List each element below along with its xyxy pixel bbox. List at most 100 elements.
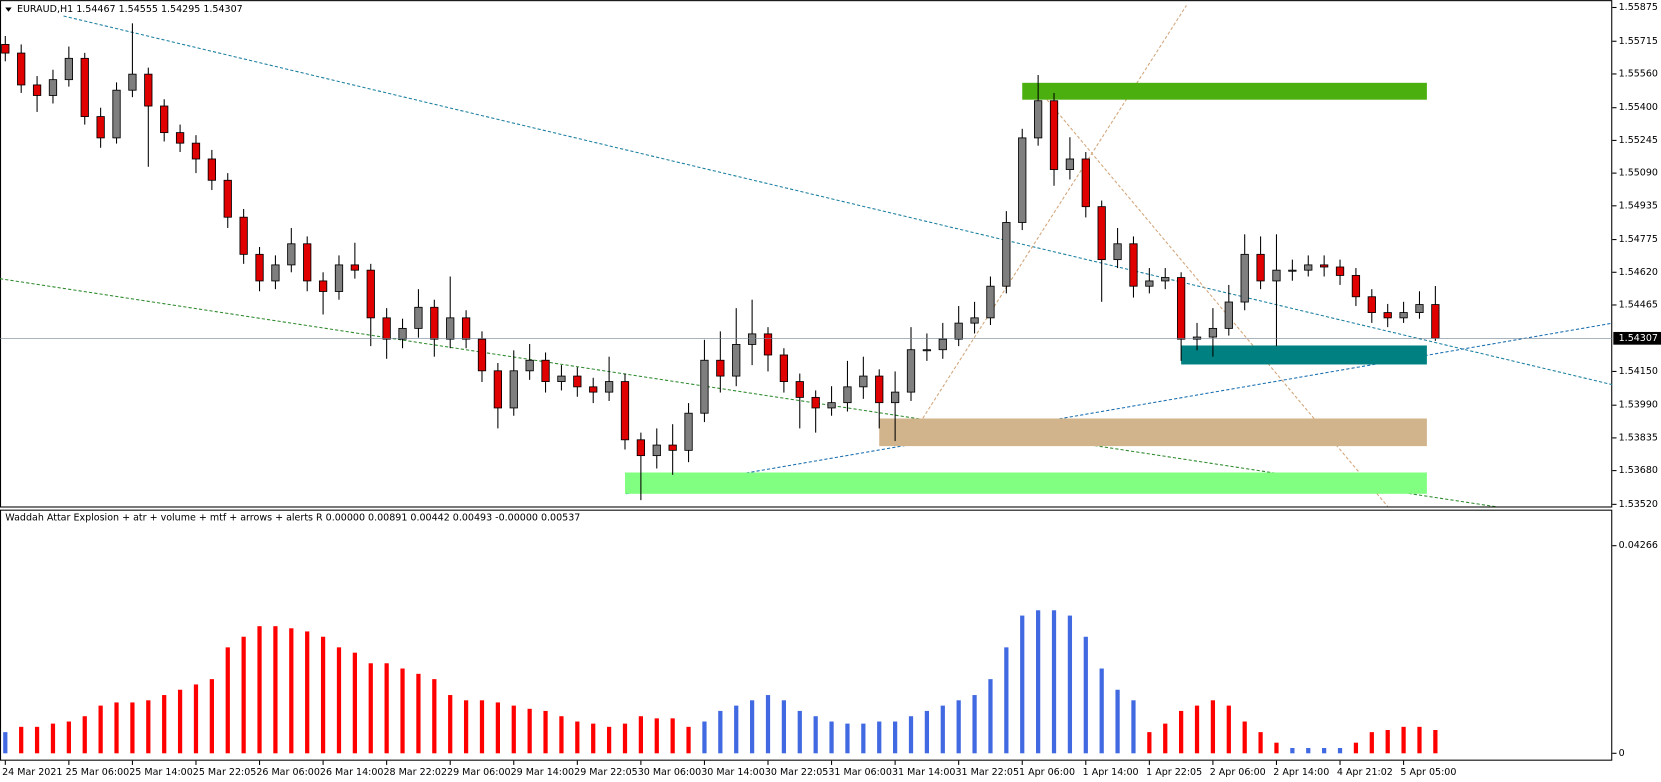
x-tick-label: 5 Apr 05:00 <box>1400 767 1456 778</box>
candle-body <box>128 73 137 91</box>
indicator-bar <box>797 710 802 754</box>
indicator-bar <box>146 700 151 754</box>
zone <box>1022 82 1427 100</box>
indicator-bar <box>1194 705 1200 754</box>
candle-body <box>636 439 646 457</box>
candle-body <box>620 381 630 441</box>
indicator-bar <box>368 663 373 754</box>
indicator-bar <box>908 716 914 754</box>
candle-body <box>1431 304 1440 339</box>
candle-body <box>1335 266 1345 276</box>
indicator-bar <box>1099 668 1104 754</box>
y-tick-label: 1.54150 <box>1619 366 1658 377</box>
indicator-bar <box>527 708 532 754</box>
candle-body <box>525 359 534 372</box>
indicator-bar <box>1369 732 1374 754</box>
indicator-bar <box>416 673 421 754</box>
candle-body <box>1113 243 1122 261</box>
indicator-bar <box>877 721 882 754</box>
candle-body <box>64 57 73 81</box>
candle-body <box>1049 100 1059 170</box>
candle-body <box>1320 264 1329 268</box>
indicator-bar <box>1083 636 1088 754</box>
indicator-bar <box>400 668 405 754</box>
x-tick-label: 2 Apr 14:00 <box>1273 767 1329 778</box>
indicator-bar <box>670 718 675 754</box>
y-tick-label: 1.53835 <box>1619 432 1658 443</box>
current-price-label: 1.54307 <box>1619 333 1658 344</box>
y-tick-label: 0 <box>1619 748 1625 759</box>
zone <box>1181 345 1427 365</box>
indicator-panel <box>0 509 1613 761</box>
indicator-bar <box>892 721 898 754</box>
indicator-bar <box>686 726 691 754</box>
candle-body <box>938 338 947 351</box>
x-tick-label: 29 Mar 22:05 <box>574 767 638 778</box>
candle-body <box>366 269 375 319</box>
candle-body <box>430 306 439 340</box>
candle-body <box>414 306 423 329</box>
indicator-bar <box>273 626 278 754</box>
indicator-bar <box>130 702 135 754</box>
candle-body <box>318 280 328 292</box>
indicator-bar <box>1290 747 1295 754</box>
y-tick-label: 1.53680 <box>1619 465 1658 476</box>
indicator-bar <box>257 626 262 754</box>
indicator-bar <box>1147 732 1152 754</box>
candle-body <box>1145 280 1154 287</box>
candle-body <box>604 381 614 393</box>
candle-body <box>1 43 10 54</box>
indicator-bar <box>241 636 246 754</box>
candle-body <box>763 333 773 356</box>
candles <box>1 23 1440 501</box>
menu-arrow <box>5 7 12 12</box>
indicator-bar <box>924 710 930 754</box>
indicator-bar <box>177 689 183 754</box>
y-tick-label: 1.55245 <box>1619 135 1658 146</box>
x-tick-label: 31 Mar 14:00 <box>892 767 956 778</box>
price-header: EURAUD,H1 1.54467 1.54555 1.54295 1.5430… <box>17 4 243 15</box>
x-tick-label: 30 Mar 06:00 <box>638 767 702 778</box>
candle-body <box>859 375 868 388</box>
candle-body <box>986 285 995 319</box>
candle-body <box>779 354 789 382</box>
candle-body <box>255 253 264 282</box>
indicator-bar <box>479 700 485 754</box>
x-tick-label: 30 Mar 14:00 <box>701 767 765 778</box>
candle-body <box>557 375 566 382</box>
x-tick-label: 28 Mar 22:02 <box>383 767 447 778</box>
indicator-bar <box>1258 732 1263 754</box>
candle-body <box>652 444 661 457</box>
candle-body <box>1161 277 1170 282</box>
candle-body <box>1383 312 1392 319</box>
candle-body <box>573 375 582 388</box>
candle-body <box>1097 206 1106 261</box>
indicator-bar <box>1353 742 1359 754</box>
candle-body <box>922 349 932 352</box>
candle-body <box>1367 296 1376 313</box>
x-tick-label: 4 Apr 21:02 <box>1337 767 1393 778</box>
x-tick-label: 30 Mar 22:05 <box>765 767 829 778</box>
indicator-bar <box>718 710 723 754</box>
indicator-bar <box>1210 700 1216 754</box>
indicator-bar <box>1306 747 1311 754</box>
candle-body <box>239 216 248 255</box>
candle-body <box>1399 312 1408 319</box>
trend-line <box>63 15 1613 386</box>
indicator-bar <box>320 636 326 754</box>
indicator-bar <box>638 716 644 754</box>
indicator-bar <box>829 721 834 754</box>
zones <box>624 82 1427 494</box>
indicator-bar <box>289 628 294 754</box>
x-tick-label: 25 Mar 22:05 <box>193 767 257 778</box>
histogram <box>3 610 1438 754</box>
indicator-bar <box>606 726 612 754</box>
candle-body <box>1033 100 1043 139</box>
indicator-bar <box>1004 647 1009 754</box>
indicator-bar <box>209 679 214 754</box>
candle-body <box>32 84 42 96</box>
candle-body <box>1065 158 1075 170</box>
indicator-bar <box>1274 742 1279 754</box>
indicator-bar <box>559 716 564 754</box>
candle-body <box>970 317 979 324</box>
